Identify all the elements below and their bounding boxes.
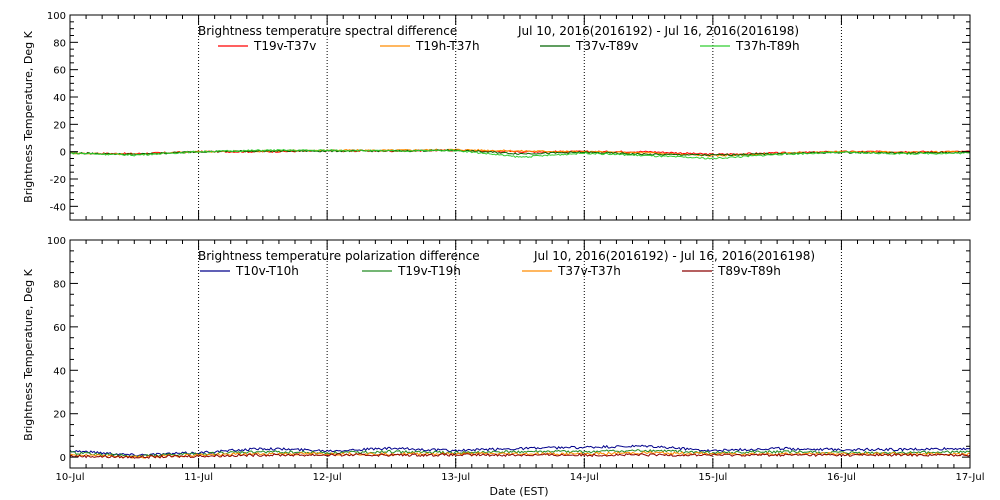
y-tick-label: -40	[50, 202, 66, 213]
x-tick-label: 10-Jul	[56, 472, 85, 483]
vertical-gridlines	[198, 15, 842, 220]
y-tick-label: 100	[47, 236, 66, 247]
series-line-T37h-T89h	[69, 148, 971, 160]
spectral-difference-panel: Brightness temperature spectral differen…	[22, 11, 971, 221]
legend-label: T19v-T19h	[397, 264, 461, 278]
panel-date-range: Jul 10, 2016(2016192) - Jul 16, 2016(201…	[517, 24, 799, 38]
x-tick-label: 17-Jul	[956, 472, 985, 483]
panel-title: Brightness temperature polarization diff…	[198, 249, 480, 263]
legend-label: T89v-T89h	[717, 264, 781, 278]
y-tick-label: -20	[50, 175, 66, 186]
legend-label: T19h-T37h	[415, 39, 480, 53]
polarization-difference-panel: Brightness temperature polarization diff…	[22, 236, 984, 483]
legend-label: T37v-T89v	[575, 39, 638, 53]
x-tick-label: 14-Jul	[570, 472, 599, 483]
x-tick-label: 12-Jul	[313, 472, 342, 483]
x-tick-label: 11-Jul	[184, 472, 213, 483]
series-line-T19v-T19h	[69, 449, 971, 458]
legend-label: T37v-T37h	[557, 264, 621, 278]
legend-label: T19v-T37v	[253, 39, 316, 53]
y-axis-label: Brightness Temperature, Deg K	[22, 268, 35, 440]
legend: T10v-T10h T19v-T19h T37v-T37h T89v-T89h	[200, 264, 781, 278]
y-tick-label: 0	[60, 148, 66, 159]
y-tick-label: 100	[47, 11, 66, 22]
x-tick-label: 16-Jul	[827, 472, 856, 483]
y-tick-label: 0	[60, 453, 66, 464]
y-tick-label: 60	[53, 66, 66, 77]
x-tick-label: 13-Jul	[441, 472, 470, 483]
x-axis-label: Date (EST)	[489, 485, 548, 498]
series-lines	[69, 148, 971, 160]
series-line-T89v-T89h	[69, 452, 971, 459]
legend-label: T10v-T10h	[235, 264, 299, 278]
y-tick-label: 60	[53, 323, 66, 334]
y-axis-label: Brightness Temperature, Deg K	[22, 30, 35, 202]
panel-date-range: Jul 10, 2016(2016192) - Jul 16, 2016(201…	[533, 249, 815, 263]
axes: -40 -20 0 20 40 60 80 100	[47, 11, 971, 221]
axes: 0 20 40 60 80 100 10-Jul 11-Jul 12-Jul 13-Jul 14-J…	[47, 236, 985, 483]
y-tick-label: 80	[53, 279, 66, 290]
legend-label: T37h-T89h	[735, 39, 800, 53]
y-tick-label: 80	[53, 38, 66, 49]
series-line-T10v-T10h	[69, 444, 971, 457]
vertical-gridlines	[198, 240, 842, 468]
y-tick-label: 20	[53, 410, 66, 421]
y-tick-label: 40	[53, 366, 66, 377]
series-lines	[69, 444, 971, 459]
legend: T19v-T37v T19h-T37h T37v-T89v T37h-T89h	[218, 39, 800, 53]
x-tick-label: 15-Jul	[698, 472, 727, 483]
y-tick-label: 40	[53, 93, 66, 104]
y-tick-label: 20	[53, 120, 66, 131]
